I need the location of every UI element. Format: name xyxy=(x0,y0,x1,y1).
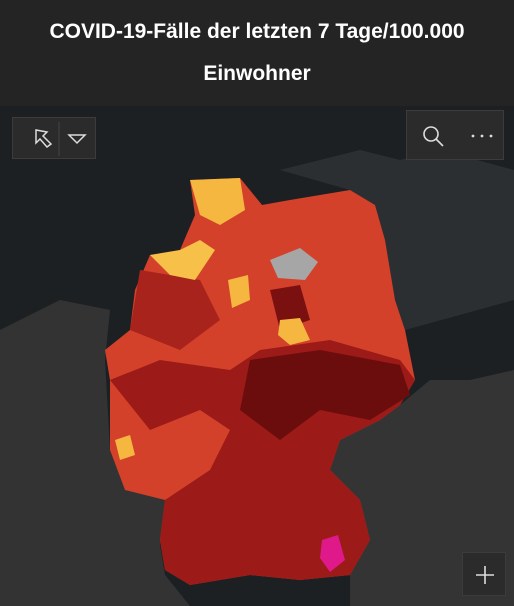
dropdown-icon xyxy=(67,134,87,145)
toolbar-icons xyxy=(35,122,87,156)
more-icon xyxy=(489,134,493,138)
region xyxy=(228,275,250,308)
search-icon xyxy=(435,138,444,147)
land xyxy=(280,150,514,330)
header: COVID-19-Fälle der letzten 7 Tage/100.00… xyxy=(0,0,514,106)
zoom-icon xyxy=(476,566,494,584)
land xyxy=(0,300,190,606)
search-more[interactable] xyxy=(406,110,504,160)
region xyxy=(130,270,220,350)
region xyxy=(190,178,245,225)
selection-tools[interactable] xyxy=(12,117,96,159)
more-icon xyxy=(471,134,475,138)
toolbar-icons xyxy=(423,126,493,147)
more-icon xyxy=(480,134,484,138)
region xyxy=(320,535,345,572)
region xyxy=(270,248,318,280)
region xyxy=(115,435,135,460)
region xyxy=(240,350,410,440)
zoom-in[interactable] xyxy=(462,552,506,596)
search-icon xyxy=(423,126,439,142)
region xyxy=(150,240,215,280)
map xyxy=(0,106,514,606)
select-icon xyxy=(35,129,53,149)
land xyxy=(330,370,514,606)
region xyxy=(278,318,310,345)
title: COVID-19-Fälle der letzten 7 Tage/100.00… xyxy=(49,20,465,85)
